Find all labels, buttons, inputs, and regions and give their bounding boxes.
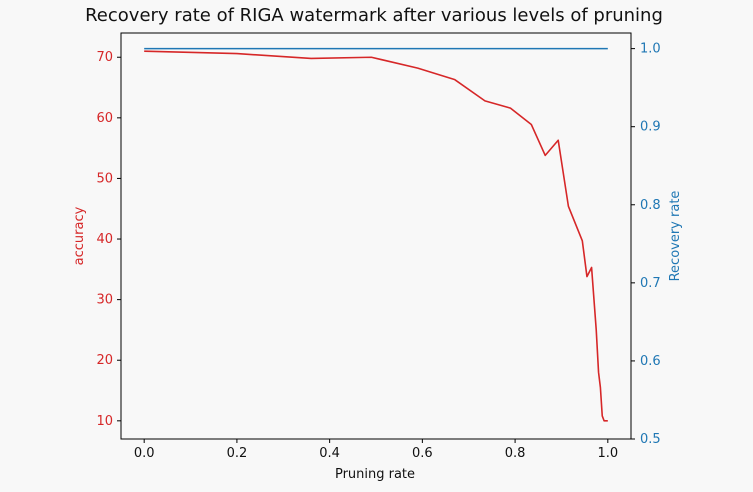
x-axis-label: Pruning rate: [335, 467, 415, 482]
left-y-tick-label: 60: [96, 111, 113, 126]
right-y-tick-label: 0.8: [640, 198, 661, 213]
plot-frame: [120, 32, 632, 440]
right-y-axis: 0.5 0.6 0.7 0.8 0.9 1.0: [631, 42, 661, 447]
x-axis: 0.0 0.2 0.4 0.6 0.8 1.0: [134, 439, 618, 461]
x-tick-label: 0.4: [319, 446, 340, 461]
accuracy-line: [144, 50, 608, 422]
left-y-axis-label: accuracy: [72, 206, 87, 265]
series-layer: [144, 47, 608, 422]
chart-title: Recovery rate of RIGA watermark after va…: [85, 5, 663, 26]
left-y-tick-label: 10: [96, 414, 113, 429]
left-y-tick-label: 20: [96, 353, 113, 368]
left-y-tick-label: 30: [96, 293, 113, 308]
x-tick-label: 0.8: [505, 446, 526, 461]
left-y-tick-label: 40: [96, 232, 113, 247]
right-y-tick-label: 0.6: [640, 354, 661, 369]
x-tick-label: 0.0: [134, 446, 155, 461]
right-y-tick-label: 1.0: [640, 42, 661, 57]
right-y-axis-label: Recovery rate: [668, 191, 683, 282]
right-y-tick-label: 0.7: [640, 276, 661, 291]
left-y-axis: 10 20 30 40 50 60 70: [96, 50, 121, 429]
left-y-tick-label: 50: [96, 171, 113, 186]
right-y-tick-label: 0.9: [640, 120, 661, 135]
right-y-tick-label: 0.5: [640, 432, 661, 447]
left-y-tick-label: 70: [96, 50, 113, 65]
x-tick-label: 0.2: [227, 446, 248, 461]
x-tick-label: 0.6: [412, 446, 433, 461]
x-tick-label: 1.0: [597, 446, 618, 461]
